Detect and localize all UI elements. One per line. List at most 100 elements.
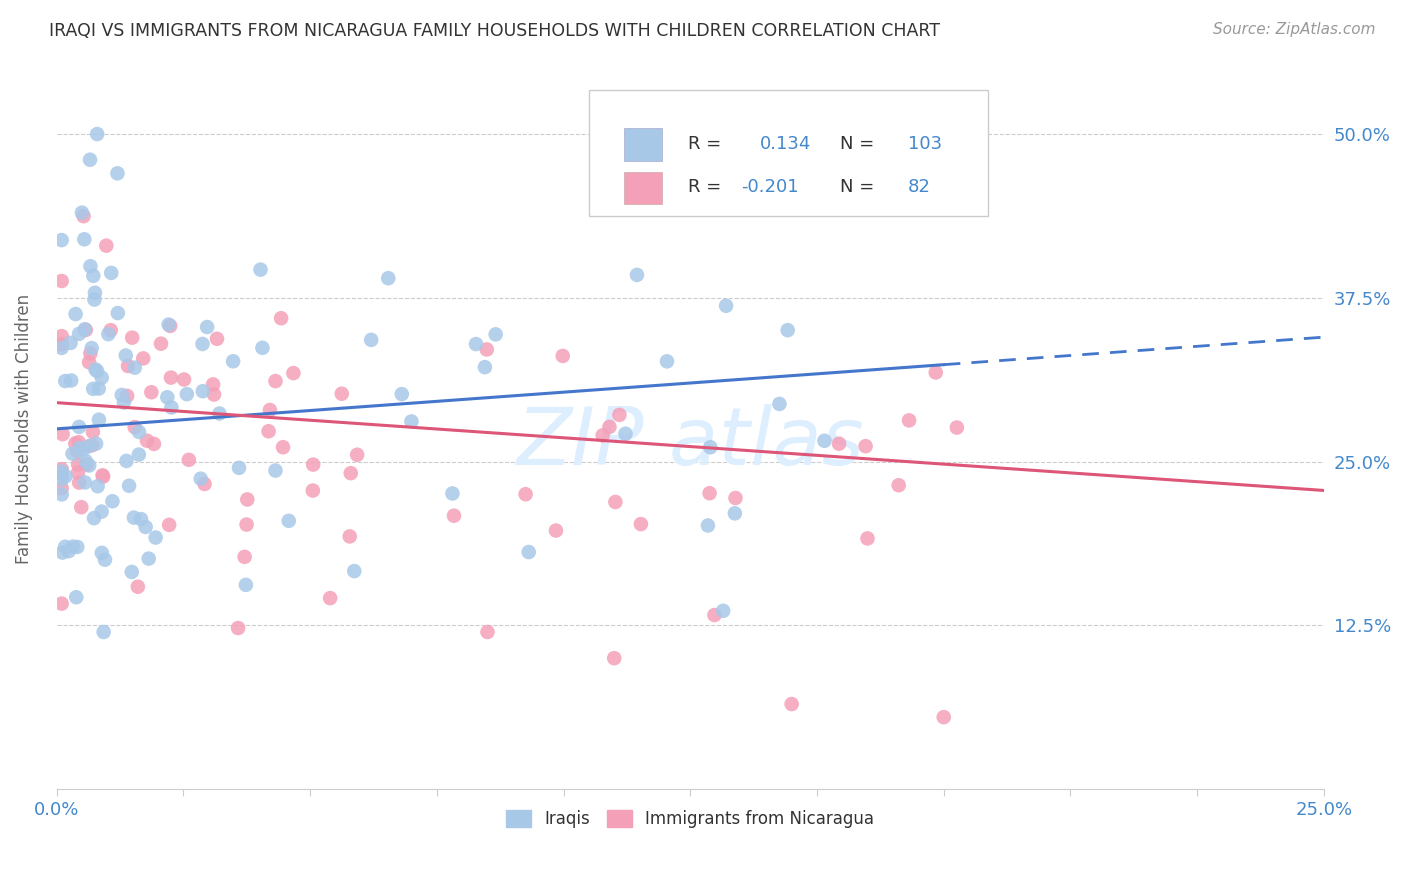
Point [235,578,257,592]
Point [86,364,108,378]
Point [202,377,225,392]
Point [77,458,100,473]
Point [159,318,181,333]
Point [551,349,574,363]
Bar [624,171,662,204]
Point [127,580,149,594]
Point [443,508,465,523]
Point [828,436,851,450]
Point [82,425,104,439]
Point [94,552,117,566]
Point [257,424,280,438]
Point [124,420,146,434]
Point [66,540,89,554]
Point [205,332,228,346]
Point [91,468,114,483]
Point [138,551,160,566]
Point [101,494,124,508]
Point [67,420,90,434]
Point [132,351,155,366]
Text: IRAQI VS IMMIGRANTS FROM NICARAGUA FAMILY HOUSEHOLDS WITH CHILDREN CORRELATION C: IRAQI VS IMMIGRANTS FROM NICARAGUA FAMIL… [49,22,941,40]
Point [271,440,294,454]
Point [283,366,305,380]
Point [93,624,115,639]
Point [51,341,73,355]
Point [160,370,183,384]
Point [77,355,100,369]
Point [87,382,110,396]
Point [142,437,165,451]
Point [55,469,77,483]
Point [83,293,105,307]
Point [67,475,90,490]
Point [90,505,112,519]
Point [711,604,734,618]
Text: ZIP atlas: ZIP atlas [516,404,865,483]
Point [626,268,648,282]
Point [115,454,138,468]
Point [53,374,76,388]
Point [80,438,103,452]
Point [339,466,361,480]
Point [150,336,173,351]
Point [856,532,879,546]
Point [932,710,955,724]
Point [100,266,122,280]
Point [515,487,537,501]
Point [121,565,143,579]
Point [107,306,129,320]
Point [72,442,94,457]
Point [51,233,73,247]
Point [517,545,540,559]
Point [77,439,100,453]
Point [699,486,721,500]
Point [377,271,399,285]
Point [160,401,183,415]
Point [73,232,96,246]
Point [475,343,498,357]
Point [135,520,157,534]
Point [264,374,287,388]
Text: Source: ZipAtlas.com: Source: ZipAtlas.com [1212,22,1375,37]
Point [697,518,720,533]
Point [124,360,146,375]
Point [724,491,747,505]
Point [236,492,259,507]
Point [249,262,271,277]
Point [121,331,143,345]
Point [330,386,353,401]
Point [114,349,136,363]
Point [66,444,89,458]
Point [51,337,73,351]
Point [598,419,620,434]
Point [259,403,281,417]
Point [79,346,101,360]
Point [477,624,499,639]
Point [946,420,969,434]
Point [62,540,84,554]
Point [73,475,96,490]
Point [887,478,910,492]
Point [713,146,735,161]
Point [72,209,94,223]
Point [52,427,75,442]
Y-axis label: Family Households with Children: Family Households with Children [15,293,32,564]
Point [474,360,496,375]
Point [82,268,104,283]
Point [264,463,287,477]
Point [91,469,114,483]
Point [714,299,737,313]
Point [128,448,150,462]
Text: 0.134: 0.134 [761,136,811,153]
Point [70,500,93,515]
Point [776,323,799,337]
Point [703,607,725,622]
Point [75,323,97,337]
Point [73,322,96,336]
Point [115,389,138,403]
Point [141,385,163,400]
Point [145,531,167,545]
Text: -0.201: -0.201 [741,178,799,196]
Point [51,545,73,559]
Point [51,467,73,482]
